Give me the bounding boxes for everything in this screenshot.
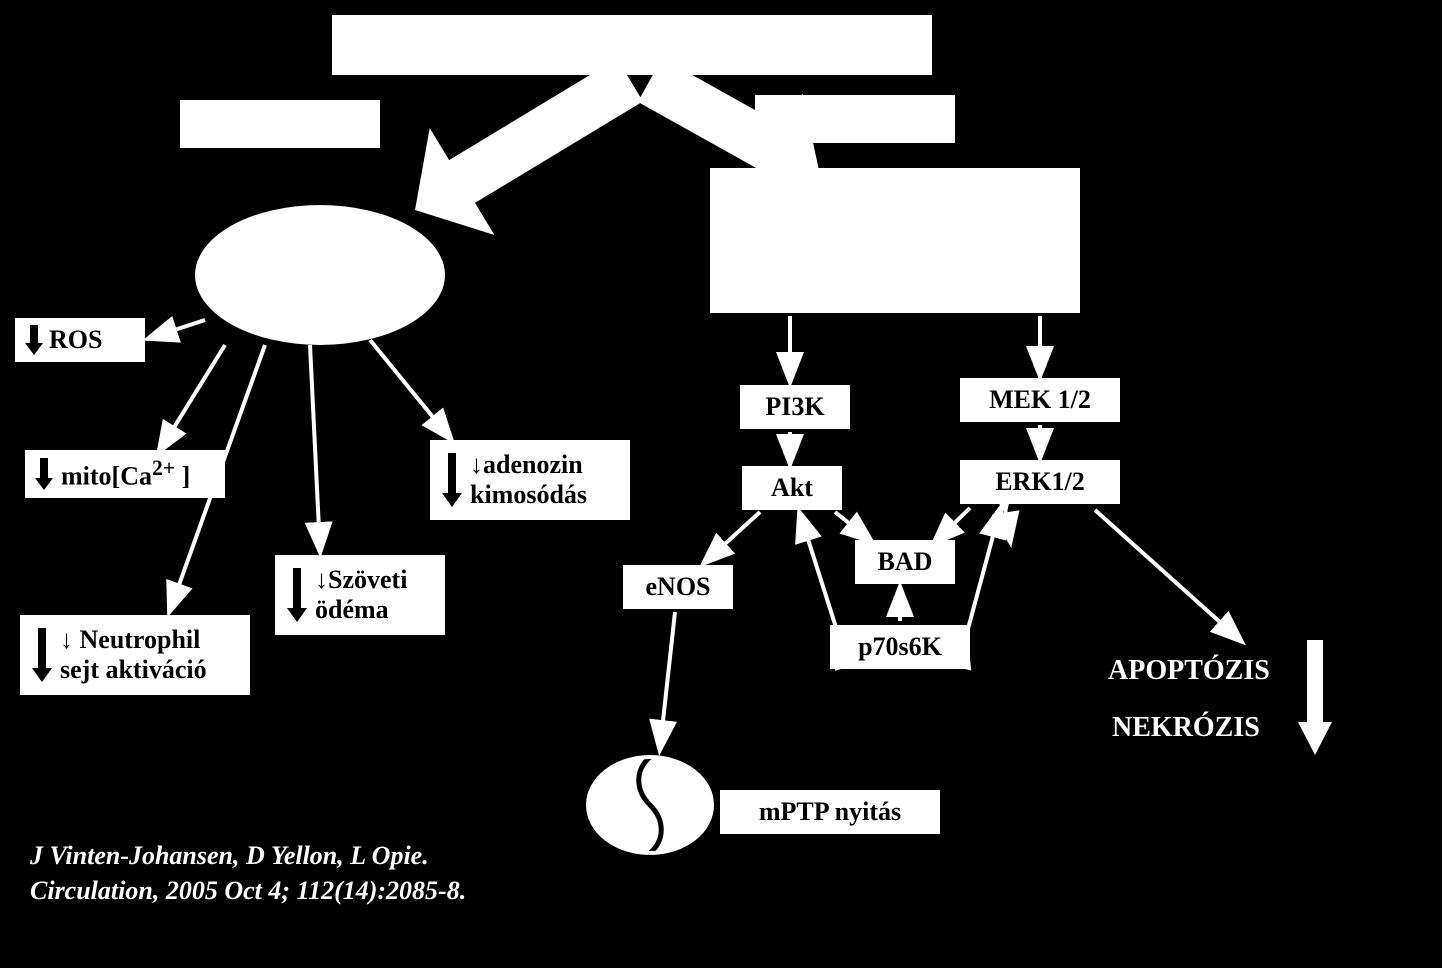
mito-ca-label: mito[Ca2+ ] <box>61 456 190 492</box>
down-arrow-icon <box>25 325 43 355</box>
citation-line1: J Vinten-Johansen, D Yellon, L Opie. <box>30 841 429 870</box>
outcome-down-arrow-icon <box>1298 640 1332 760</box>
enos-box: eNOS <box>623 565 733 609</box>
down-arrow-icon <box>32 628 52 682</box>
mek-box: MEK 1/2 <box>960 378 1120 422</box>
mito-shape-icon <box>585 750 715 860</box>
mptp-box: mPTP nyitás <box>720 790 940 834</box>
mek-label: MEK 1/2 <box>989 385 1091 415</box>
center-ellipse <box>195 205 445 345</box>
bad-box: BAD <box>855 540 955 584</box>
akt-box: Akt <box>742 466 842 510</box>
down-arrow-icon <box>35 458 53 490</box>
akt-label: Akt <box>771 473 813 503</box>
pi3k-box: PI3K <box>740 385 850 429</box>
left-blank-box <box>180 100 380 148</box>
big-right-box <box>710 168 1080 313</box>
bad-label: BAD <box>878 547 933 577</box>
apoptosis-label: APOPTÓZIS <box>1108 655 1270 687</box>
ros-label: ROS <box>49 325 102 355</box>
citation-text: J Vinten-Johansen, D Yellon, L Opie. Cir… <box>30 838 466 908</box>
down-arrow-icon <box>442 453 462 507</box>
adenozin-box: ↓adenozinkimosódás <box>430 440 630 520</box>
mito-ca-box: mito[Ca2+ ] <box>25 450 225 498</box>
necrosis-label: NEKRÓZIS <box>1112 712 1260 744</box>
neutrophil-box: ↓ Neutrophilsejt aktiváció <box>20 615 250 695</box>
adenozin-label: ↓adenozinkimosódás <box>470 450 587 510</box>
citation-line2: Circulation, 2005 Oct 4; 112(14):2085-8. <box>30 876 466 905</box>
szoveti-box: ↓Szövetiödéma <box>275 555 445 635</box>
pi3k-label: PI3K <box>765 392 824 422</box>
erk-box: ERK1/2 <box>960 460 1120 504</box>
ros-box: ROS <box>15 318 145 362</box>
erk-label: ERK1/2 <box>995 467 1085 497</box>
down-arrow-icon <box>287 568 307 622</box>
szoveti-label: ↓Szövetiödéma <box>315 565 407 625</box>
p70-box: p70s6K <box>830 625 970 669</box>
right-blank-box <box>755 95 955 143</box>
enos-label: eNOS <box>646 572 711 602</box>
mptp-label: mPTP nyitás <box>759 797 901 827</box>
neutrophil-label: ↓ Neutrophilsejt aktiváció <box>60 625 207 685</box>
p70-label: p70s6K <box>858 632 942 662</box>
title-box <box>332 15 932 75</box>
